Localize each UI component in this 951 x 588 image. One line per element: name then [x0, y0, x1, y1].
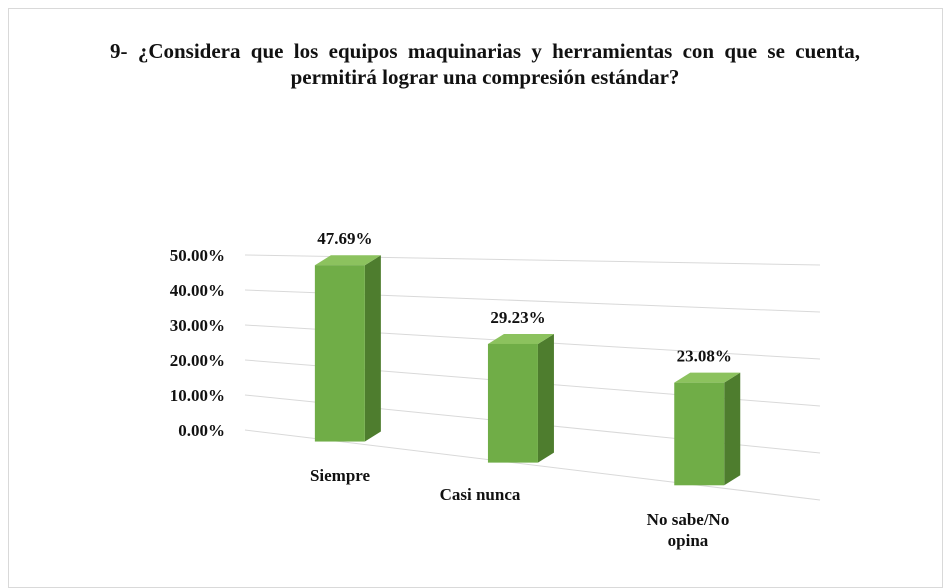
data-label: 29.23% [490, 308, 545, 327]
bar-side [537, 333, 554, 463]
bar-side [724, 372, 741, 486]
y-tick-label: 0.00% [178, 421, 225, 440]
bar [674, 382, 725, 486]
bar [314, 265, 365, 442]
data-label: 47.69% [317, 229, 372, 248]
bar [487, 343, 538, 463]
y-tick-label: 20.00% [170, 351, 225, 370]
y-tick-label: 40.00% [170, 281, 225, 300]
grid-line [244, 429, 821, 501]
bar-top [674, 372, 741, 383]
x-tick-label: Casi nunca [439, 485, 521, 504]
data-label: 23.08% [677, 347, 732, 366]
y-tick-label: 10.00% [170, 386, 225, 405]
bar-top [487, 333, 554, 344]
y-tick-label: 30.00% [170, 316, 225, 335]
chart-title: 9- ¿Considera que los equipos maquinaria… [110, 39, 860, 89]
bar-side [364, 255, 381, 442]
bar-top [314, 255, 381, 266]
x-tick-label: No sabe/No opina [646, 510, 730, 550]
x-tick-label: Siempre [309, 466, 371, 485]
y-tick-label: 50.00% [170, 246, 225, 265]
